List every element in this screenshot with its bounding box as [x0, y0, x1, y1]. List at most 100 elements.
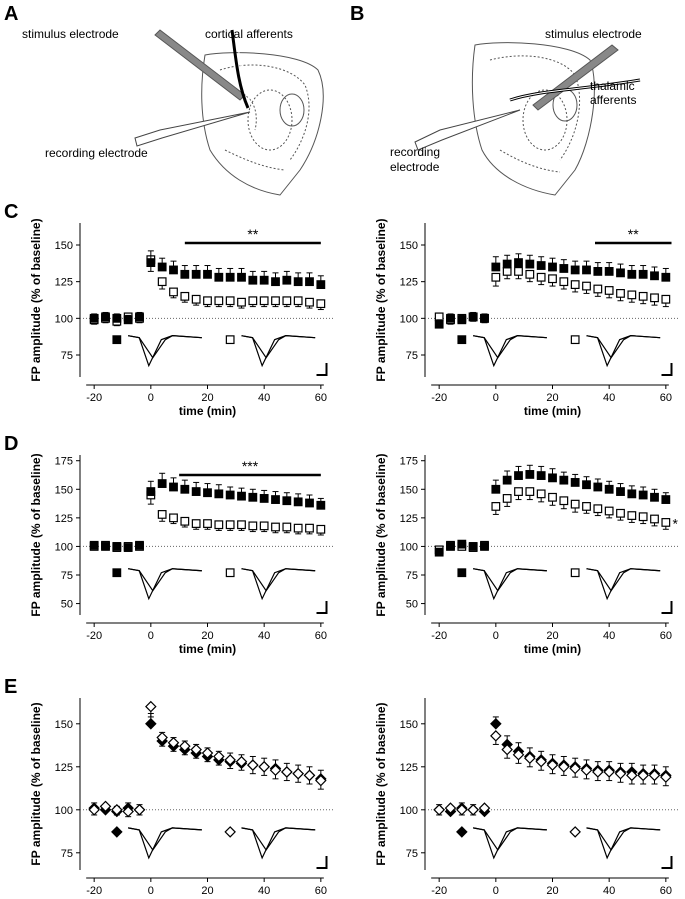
data-point	[135, 312, 144, 322]
panel-label: D	[4, 433, 18, 455]
data-point	[433, 804, 445, 816]
data-point	[237, 272, 246, 282]
data-point	[491, 272, 501, 282]
y-tick-label: 75	[406, 350, 418, 362]
data-point	[593, 284, 603, 294]
data-point	[123, 315, 133, 325]
y-tick-label: 50	[61, 599, 73, 611]
inset-trace	[128, 568, 202, 592]
inset-symbol	[569, 826, 581, 838]
data-point	[248, 275, 258, 285]
panel-label: A	[4, 3, 18, 25]
data-point	[491, 484, 501, 494]
inset-symbol	[570, 335, 580, 345]
x-axis-label: time (min)	[524, 642, 581, 656]
x-tick-label: 20	[546, 885, 558, 897]
y-tick-label: 150	[55, 484, 73, 496]
data-point	[616, 268, 625, 278]
data-point	[225, 272, 235, 282]
data-point	[237, 520, 246, 530]
data-point	[282, 496, 292, 506]
data-point	[660, 771, 672, 783]
y-tick-label: 150	[400, 484, 418, 496]
x-tick-label: 60	[660, 630, 672, 642]
data-point	[570, 265, 580, 275]
data-point	[548, 262, 557, 272]
data-point	[101, 542, 110, 551]
data-point	[305, 297, 314, 307]
data-point	[490, 718, 502, 730]
data-point	[225, 520, 235, 530]
x-tick-label: 60	[660, 885, 672, 897]
data-point	[491, 502, 501, 511]
data-point	[214, 489, 224, 499]
x-tick-label: 20	[201, 630, 213, 642]
data-point	[536, 471, 546, 480]
diagram-label: recording	[390, 145, 440, 159]
x-tick-label: 20	[201, 885, 213, 897]
data-point	[122, 805, 134, 818]
scale-bar	[316, 363, 328, 376]
data-point	[502, 494, 512, 503]
x-tick-label: 60	[315, 885, 327, 897]
data-point	[559, 475, 569, 485]
data-point	[582, 502, 591, 511]
x-tick-label: -20	[431, 392, 447, 404]
data-point	[502, 267, 512, 276]
y-tick-label: 125	[400, 513, 418, 525]
diagram-label: recording electrode	[45, 146, 148, 160]
data-point	[213, 750, 225, 763]
inset-trace	[128, 335, 202, 359]
data-point	[271, 522, 280, 532]
y-tick-label: 100	[55, 805, 73, 817]
data-point	[548, 473, 557, 483]
y-tick-label: 100	[55, 541, 73, 553]
data-point	[224, 754, 236, 766]
data-point	[457, 539, 467, 549]
data-point	[316, 500, 326, 510]
data-point	[214, 296, 224, 306]
data-point	[502, 475, 512, 485]
x-axis-label: time (min)	[179, 642, 236, 656]
y-tick-label: 75	[61, 848, 73, 860]
data-point	[604, 286, 614, 295]
data-point	[548, 274, 557, 284]
data-point	[558, 761, 570, 773]
x-tick-label: 40	[603, 885, 615, 897]
data-point	[525, 269, 535, 279]
data-point	[269, 764, 282, 777]
data-point	[638, 512, 648, 522]
data-point	[570, 478, 580, 487]
scale-bar	[661, 601, 673, 614]
y-axis-label: FP amplitude (% of baseline)	[374, 453, 388, 616]
data-point	[191, 294, 201, 304]
inset-trace	[473, 568, 547, 592]
data-point	[548, 492, 557, 502]
data-point	[637, 769, 649, 782]
electrodes	[134, 29, 253, 147]
inset-symbol	[457, 568, 467, 578]
data-point	[112, 542, 122, 551]
data-point	[111, 804, 123, 816]
data-point	[627, 290, 637, 300]
data-point	[592, 766, 604, 778]
data-point	[247, 759, 259, 771]
data-point	[316, 524, 326, 534]
data-point	[89, 540, 99, 550]
data-point	[135, 540, 144, 550]
x-tick-label: -20	[86, 885, 102, 897]
data-point	[468, 312, 478, 322]
data-point	[501, 743, 513, 756]
data-point	[536, 272, 546, 282]
y-tick-label: 75	[61, 350, 73, 362]
x-tick-label: 0	[148, 630, 154, 642]
data-point	[559, 264, 569, 273]
significance-label: **	[247, 226, 258, 242]
data-point	[525, 487, 535, 496]
data-point	[191, 519, 201, 528]
y-tick-label: 100	[400, 541, 418, 553]
inset-symbol	[225, 335, 235, 345]
significance-label: *	[673, 515, 679, 531]
data-point	[604, 267, 614, 276]
y-tick-label: 75	[406, 570, 418, 582]
